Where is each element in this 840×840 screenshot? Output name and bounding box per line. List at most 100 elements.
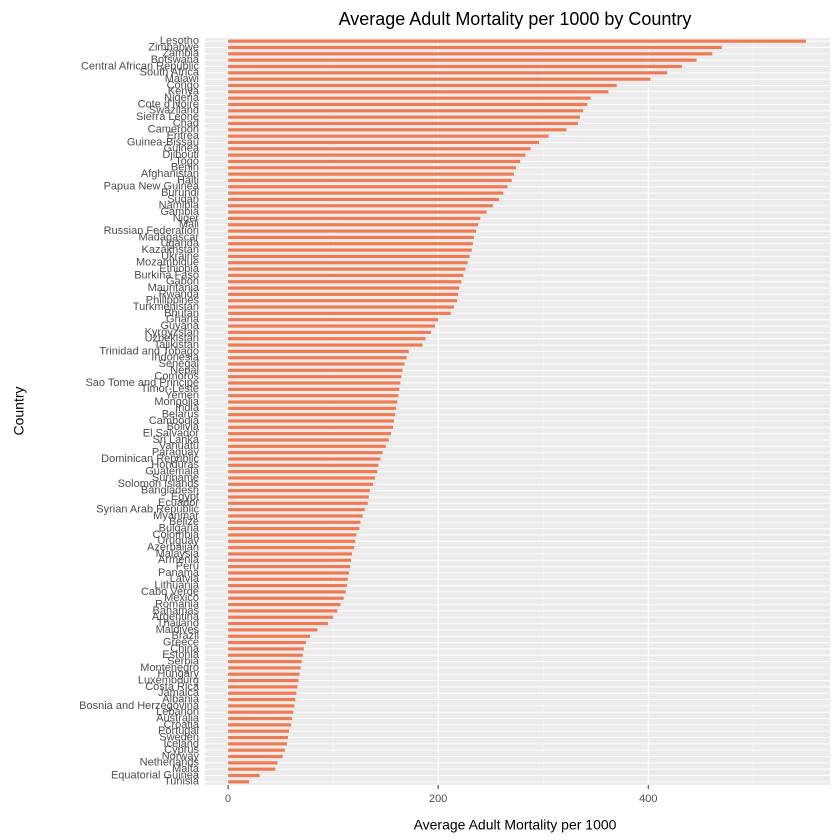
y-tick-label: Luxembourg [138, 674, 199, 686]
y-tick-label: Jamaica [158, 687, 200, 699]
y-tick-label: Swaziland [149, 105, 199, 117]
bar [228, 254, 470, 258]
bar [228, 299, 458, 303]
y-tick-label: India [175, 402, 200, 414]
bar [228, 368, 403, 372]
y-tick-label: Comoros [154, 371, 199, 383]
bar [228, 653, 303, 657]
y-tick-label: Romania [155, 598, 200, 610]
bar [228, 400, 398, 404]
bar [228, 761, 278, 765]
bar [228, 773, 260, 778]
bar [228, 628, 318, 632]
y-tick-label: Eritrea [167, 130, 200, 142]
bar [228, 552, 353, 556]
y-tick-label: Kenya [168, 86, 200, 98]
y-tick-label: Guyana [160, 320, 199, 332]
bar [228, 672, 300, 676]
bar [228, 280, 462, 284]
y-tick-label: Madagascar [138, 231, 199, 243]
bar [228, 729, 290, 733]
y-tick-label: Zambia [162, 48, 200, 60]
bar [228, 520, 361, 524]
y-tick-label: El Salvador [143, 428, 200, 440]
bar [228, 90, 609, 94]
x-tick-label: 0 [225, 793, 231, 805]
y-tick-label: Mozambique [136, 257, 199, 269]
y-tick-label: Costa Rica [145, 681, 200, 693]
y-tick-label: Greece [163, 636, 199, 648]
bar [228, 343, 423, 347]
bar [228, 527, 360, 531]
y-tick-label: Peru [176, 561, 199, 573]
y-tick-label: Zimbabwe [148, 41, 199, 53]
x-tick-label: 400 [639, 793, 657, 805]
y-tick-label: Colombia [153, 529, 200, 541]
y-tick-label: Maldives [156, 624, 200, 636]
y-tick-label: Bosnia and Herzegovina [79, 700, 200, 712]
y-tick-label: Solomon Islands [118, 478, 200, 490]
y-tick-label: Namibia [159, 200, 200, 212]
y-tick-label: Gabon [166, 276, 199, 288]
bar [228, 324, 436, 328]
bar [228, 432, 391, 436]
y-tick-label: Uruguay [157, 535, 199, 547]
y-tick-label: Albania [162, 693, 200, 705]
y-tick-label: Congo [167, 79, 199, 91]
bar [228, 678, 299, 683]
y-tick-label: Myanmar [153, 510, 199, 522]
y-tick-label: Norway [162, 750, 200, 762]
bar [228, 58, 697, 62]
bar [228, 330, 431, 334]
bar [228, 425, 394, 429]
y-tick-label: Sweden [159, 731, 199, 743]
bar [228, 697, 296, 702]
bar [228, 659, 302, 664]
bar [228, 495, 369, 499]
y-tick-label: Netherlands [140, 757, 200, 769]
bar [228, 501, 368, 505]
y-tick-label: Kyrgyzstan [145, 326, 199, 338]
y-tick-label: Gambia [160, 206, 199, 218]
bar [228, 39, 806, 43]
bar [228, 710, 294, 714]
bar [228, 691, 297, 695]
y-tick-label: Cote d'Ivoire [138, 98, 199, 110]
bar [228, 451, 383, 455]
y-tick-label: Equatorial Guinea [111, 769, 200, 781]
bar [228, 716, 293, 721]
y-tick-label: Estonia [162, 649, 200, 661]
y-tick-label: Sudan [167, 193, 199, 205]
y-tick-label: Bangladesh [141, 485, 199, 497]
bar [228, 621, 328, 626]
y-tick-label: Lesotho [160, 35, 199, 47]
bar [228, 273, 464, 277]
bar [228, 457, 381, 461]
bar [228, 381, 401, 385]
y-tick-label: Bahamas [153, 605, 200, 617]
y-tick-label: Argentina [152, 611, 200, 623]
bar [228, 292, 459, 296]
bar [228, 565, 350, 569]
y-tick-label: Mexico [164, 592, 199, 604]
bar [228, 666, 301, 670]
y-tick-label: Bulgaria [159, 523, 200, 535]
bar [228, 140, 540, 145]
bar [228, 609, 338, 613]
y-tick-label: Yemen [165, 390, 199, 402]
bar [228, 305, 454, 309]
bar [228, 267, 466, 271]
y-tick-label: Bhutan [164, 307, 199, 319]
bar [228, 514, 363, 518]
bar [228, 419, 395, 423]
y-tick-label: Panama [158, 567, 200, 579]
y-tick-label: Guinea [164, 143, 200, 155]
bar [228, 261, 468, 265]
bar [228, 394, 399, 398]
bar [228, 121, 578, 126]
y-tick-label: Mali [179, 219, 199, 231]
y-tick-label: Malawi [165, 73, 199, 85]
y-tick-label: Guinea-Bissau [127, 136, 199, 148]
bar [228, 311, 451, 315]
y-tick-label: Ethiopia [159, 263, 200, 275]
